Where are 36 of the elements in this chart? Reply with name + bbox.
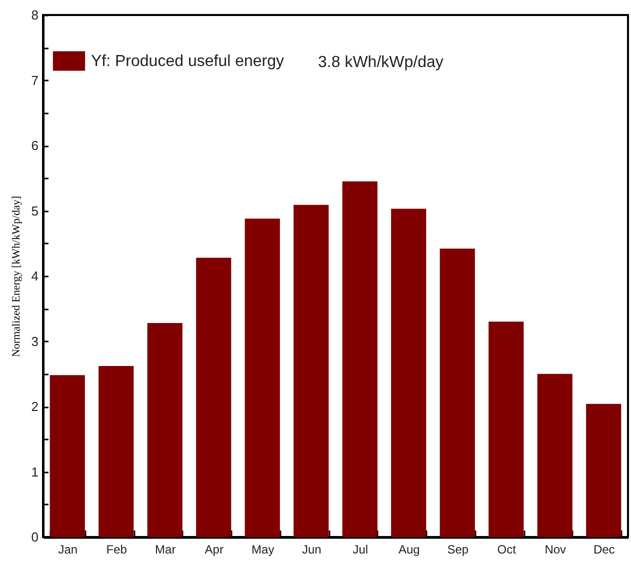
x-tick-label: Oct	[497, 542, 517, 556]
x-tick-label: Feb	[106, 542, 128, 556]
bar	[50, 375, 85, 537]
bar	[391, 208, 426, 537]
y-tick-label: 4	[31, 268, 38, 284]
y-tick-label: 0	[31, 530, 38, 544]
bar	[586, 404, 622, 537]
bar	[147, 322, 182, 537]
bar	[537, 374, 572, 537]
bar	[488, 322, 524, 537]
legend-label: Yf: Produced useful energy	[91, 53, 284, 70]
y-tick-label: 3	[31, 334, 38, 349]
annotation: 3.8 kWh/kWp/day	[318, 54, 444, 71]
bar	[98, 366, 134, 537]
x-tick-label: Nov	[544, 542, 566, 556]
y-tick-label: 7	[31, 72, 38, 88]
x-tick-label: Mar	[155, 542, 176, 556]
y-tick-label: 5	[31, 203, 38, 218]
x-tick-label: Jan	[58, 542, 78, 556]
x-tick-label: Aug	[398, 542, 420, 556]
bar	[244, 218, 280, 537]
y-tick-label: 6	[31, 138, 38, 153]
x-tick-label: May	[252, 542, 274, 556]
x-tick-label: Apr	[204, 542, 224, 556]
x-tick-label: Jun	[302, 542, 322, 556]
x-tick-label: Dec	[593, 542, 615, 556]
y-axis-title: Normalized Energy [kWh/kWp/day]	[10, 196, 22, 358]
y-tick-label: 8	[31, 8, 38, 22]
bar	[342, 181, 378, 537]
y-tick-label: 2	[31, 399, 38, 414]
x-tick-label: Sep	[447, 542, 469, 556]
bar	[196, 258, 232, 537]
x-tick-label: Jul	[352, 542, 368, 556]
y-tick-label: 1	[31, 464, 38, 480]
bar	[294, 204, 329, 537]
bar	[440, 248, 475, 537]
